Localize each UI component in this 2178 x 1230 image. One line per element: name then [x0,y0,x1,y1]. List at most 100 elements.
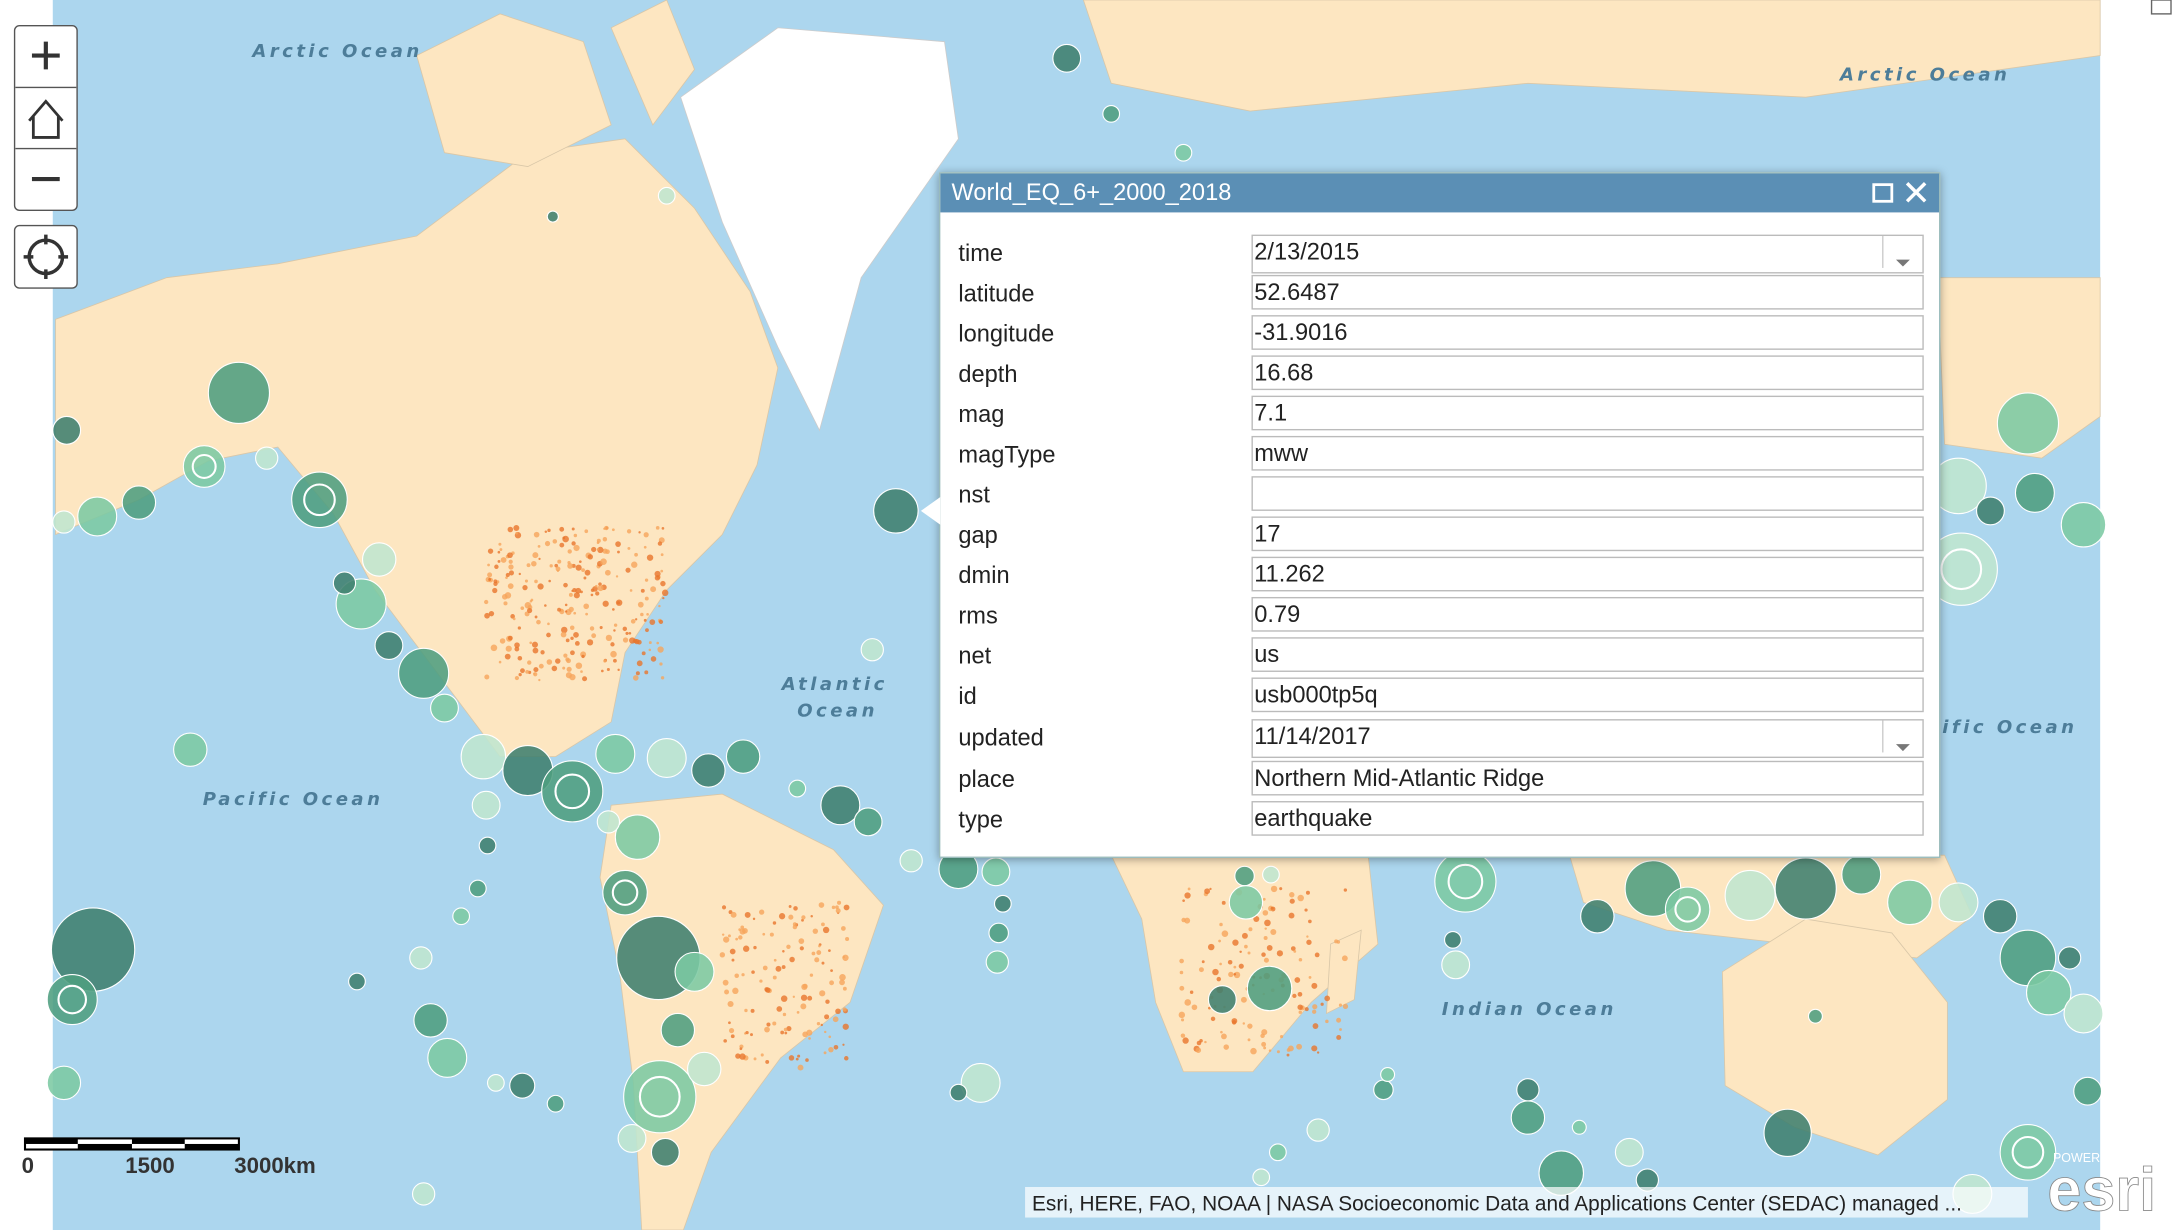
field-label: place [958,766,1015,793]
earthquake [207,361,271,424]
density-dot [573,592,580,599]
density-dot [1288,912,1295,919]
density-dot [575,662,583,669]
field-value: 11.262 [1251,556,1924,592]
density-dot [1227,959,1233,965]
field-row: longitude -31.9016 [940,315,1939,355]
density-dot [1304,1007,1309,1012]
earthquake [409,946,433,970]
zoom-in[interactable] [31,41,60,70]
density-dot [538,663,544,669]
density-dot [1297,1004,1303,1010]
earthquake [1516,1078,1540,1102]
popup-title: World_EQ_6+_2000_2018 [951,179,1232,206]
field-label: gap [958,522,998,549]
home[interactable] [28,99,64,139]
density-dot [1270,906,1274,910]
locate[interactable] [13,224,78,289]
density-dot [1262,897,1266,901]
density-dot [753,1057,757,1061]
density-dot [821,961,825,965]
density-dot [1233,965,1237,969]
density-dot [788,905,792,908]
density-dot [1179,958,1184,964]
density-dot [514,646,520,652]
earthquake [650,1137,680,1167]
density-dot [734,973,739,978]
earthquake [332,571,357,595]
density-dot [729,948,736,955]
density-dot [583,576,587,580]
density-dot [517,655,523,661]
density-dot [654,570,661,577]
field-value: us [1251,637,1924,672]
close-map[interactable] [2150,0,2172,15]
density-dot [795,1057,799,1061]
field-label: depth [958,360,1018,388]
density-dot [600,558,607,565]
density-dot [744,1008,748,1013]
density-dot [1253,915,1260,922]
field-label: type [958,806,1004,833]
density-dot [722,979,729,986]
density-dot [525,669,530,674]
earthquake [988,922,1009,944]
density-dot [802,1031,808,1038]
density-dot [760,1053,764,1057]
density-dot [554,563,559,568]
density-dot [1231,1018,1238,1024]
maximize[interactable] [1872,183,1894,203]
earthquake [2063,993,2104,1034]
density-dot [578,560,582,564]
density-dot [832,1016,839,1023]
density-dot [844,1056,849,1061]
density-dot [723,1039,727,1043]
density-dot [798,938,805,945]
density-dot [641,651,646,656]
density-dot [514,675,520,681]
density-dot [829,980,835,986]
density-dot [842,1043,845,1046]
density-dot [587,554,593,560]
density-dot [591,546,597,553]
earthquake [985,950,1009,974]
earthquake [546,210,559,223]
density-dot [643,532,649,538]
density-dot [735,937,739,941]
density-dot [488,610,495,617]
density-dot [656,641,660,645]
density-dot [1223,1044,1230,1050]
earthquake [1434,850,1497,913]
field-value: 16.68 [1251,355,1924,391]
zoom-icons [15,41,77,182]
earthquake [291,471,348,529]
earthquake [173,732,208,767]
earthquake [46,974,98,1026]
density-dot [772,975,777,980]
close[interactable] [1905,182,1927,203]
density-dot [1336,1017,1342,1023]
earthquake [1724,869,1776,921]
density-dot [800,1003,807,1010]
earthquake [478,836,497,855]
earthquake [2025,969,2072,1016]
density-dot [544,530,548,533]
density-dot [571,527,575,531]
density-dot [533,531,540,538]
density-dot [1311,1045,1318,1052]
dropdown-button[interactable] [1882,720,1922,753]
density-dot [650,656,657,662]
density-dot [1311,982,1318,989]
density-dot [727,1000,734,1008]
dropdown-button[interactable] [1882,236,1922,268]
density-dot [769,932,774,937]
population-density [484,525,1349,1071]
density-dot [800,994,808,1001]
density-dot [731,958,735,962]
density-dot [654,575,661,581]
density-dot [1314,952,1320,958]
earthquake [596,810,621,834]
field-row: id usb000tp5q [940,677,1939,717]
earthquake [1207,985,1237,1015]
ocean-label: ific Ocean [1942,717,2077,738]
